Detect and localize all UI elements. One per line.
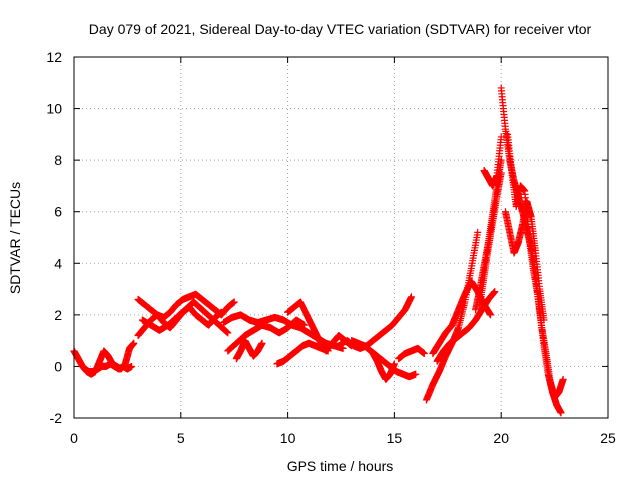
y-tick-label: 10 <box>46 101 62 117</box>
data-point <box>491 288 499 296</box>
data-point <box>390 360 398 368</box>
data-point <box>128 362 136 370</box>
data-point <box>420 350 428 358</box>
data-point <box>540 316 548 324</box>
y-tick-label: 2 <box>54 307 62 323</box>
series-morning-c <box>138 298 232 337</box>
y-tick-label: 12 <box>46 49 62 65</box>
series-afternoon-c <box>369 350 398 383</box>
y-tick-label: 0 <box>54 358 62 374</box>
series-mid-c <box>232 337 266 363</box>
data-point <box>324 347 332 355</box>
x-axis-label: GPS time / hours <box>287 458 394 474</box>
data-point <box>407 293 415 301</box>
x-tick-label: 25 <box>600 430 616 446</box>
series-peak-c <box>501 197 548 324</box>
series-early-b <box>81 360 136 376</box>
y-tick-label: -2 <box>50 410 63 426</box>
axis-ticks: 0 5 10 15 20 25 -2 0 2 4 6 8 10 12 <box>46 49 616 446</box>
y-tick-label: 6 <box>54 204 62 220</box>
data-point <box>559 375 567 383</box>
series-mid-b <box>224 316 309 355</box>
series-evening-f <box>480 133 505 190</box>
data-point <box>339 344 347 352</box>
plot-frame <box>73 56 609 419</box>
series-afternoon-a <box>337 293 415 352</box>
y-tick-label: 4 <box>54 255 62 271</box>
data-point <box>217 308 225 316</box>
data-point <box>497 133 505 141</box>
y-tick-label: 8 <box>54 152 62 168</box>
y-axis-label: SDTVAR / TECUs <box>7 182 23 294</box>
x-tick-label: 10 <box>280 430 296 446</box>
series-evening-e <box>476 169 505 309</box>
data-point <box>258 339 266 347</box>
series-mid-e <box>273 339 332 368</box>
chart-title: Day 079 of 2021, Sidereal Day-to-day VTE… <box>89 21 592 37</box>
data-points <box>70 84 567 417</box>
data-point <box>474 228 482 236</box>
data-point <box>412 370 420 378</box>
x-tick-label: 0 <box>70 430 78 446</box>
x-tick-label: 20 <box>493 430 509 446</box>
x-tick-label: 15 <box>387 430 403 446</box>
series-evening-c <box>433 288 499 365</box>
data-point <box>224 329 232 337</box>
data-point <box>557 409 565 417</box>
data-point <box>230 298 238 306</box>
data-point <box>301 321 309 329</box>
data-point <box>130 339 138 347</box>
series-evening-a <box>422 228 482 404</box>
series-afternoon-d <box>395 344 428 363</box>
x-tick-label: 5 <box>177 430 185 446</box>
data-point <box>487 311 495 319</box>
